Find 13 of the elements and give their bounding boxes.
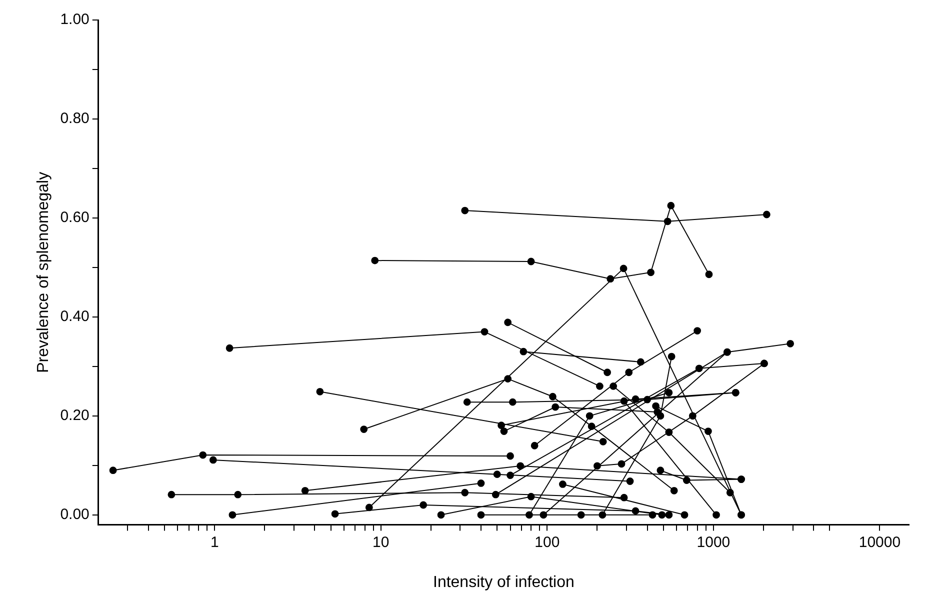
- y-tick-label: 0.80: [60, 110, 90, 128]
- y-tick-label: 1.00: [60, 11, 90, 28]
- y-axis-title: Prevalence of splenomegaly: [35, 172, 52, 373]
- x-tick-label: 100: [534, 534, 560, 551]
- x-tick-label: 1000: [696, 534, 730, 551]
- y-tick-label: 0.20: [60, 407, 90, 424]
- y-tick-label: 0.00: [60, 506, 90, 524]
- x-tick-label: 1: [210, 534, 219, 551]
- y-tick-label: 0.60: [60, 209, 90, 226]
- x-axis-title: Intensity of infection: [432, 574, 574, 591]
- x-tick-label: 10: [372, 534, 390, 551]
- y-tick-label: 0.40: [60, 308, 90, 326]
- x-tick-label: 10000: [858, 534, 901, 551]
